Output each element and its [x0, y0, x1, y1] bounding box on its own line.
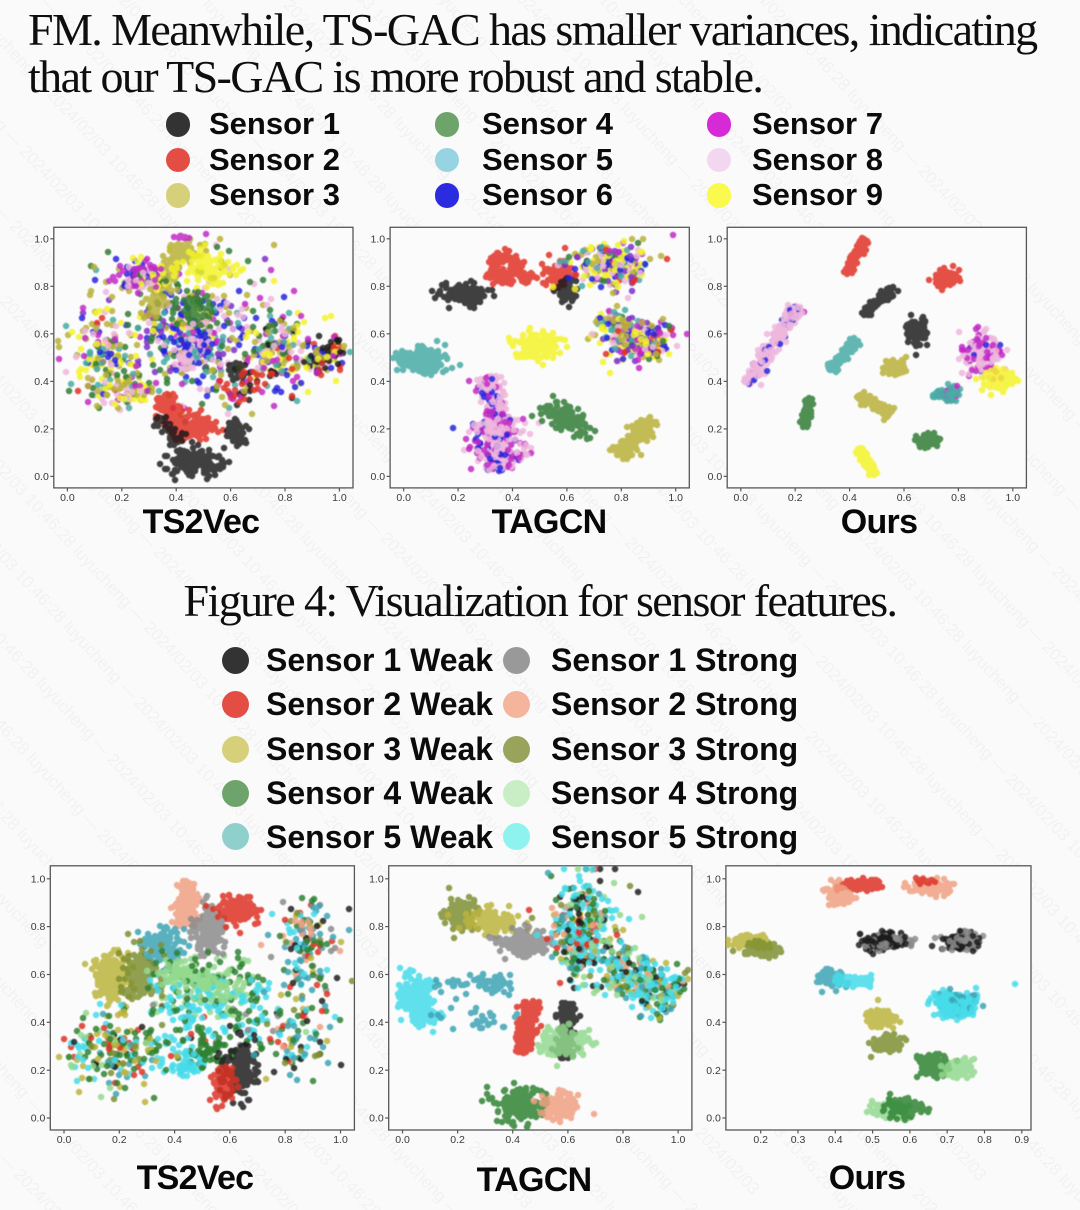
- svg-text:0.2: 0.2: [31, 1065, 46, 1077]
- svg-text:0.6: 0.6: [34, 328, 49, 340]
- svg-text:1.0: 1.0: [706, 873, 721, 885]
- svg-text:0.8: 0.8: [370, 281, 385, 293]
- svg-text:0.8: 0.8: [977, 1134, 992, 1146]
- svg-text:0.4: 0.4: [370, 376, 385, 388]
- svg-text:0.6: 0.6: [897, 492, 912, 504]
- svg-text:0.4: 0.4: [169, 492, 184, 504]
- svg-text:0.2: 0.2: [753, 1134, 768, 1146]
- svg-text:1.0: 1.0: [34, 233, 49, 245]
- svg-text:0.4: 0.4: [34, 376, 49, 388]
- svg-text:1.0: 1.0: [332, 492, 347, 504]
- svg-text:0.2: 0.2: [112, 1134, 127, 1146]
- svg-text:0.0: 0.0: [708, 471, 723, 483]
- svg-text:0.2: 0.2: [451, 492, 466, 504]
- svg-text:0.8: 0.8: [34, 281, 49, 293]
- svg-text:0.8: 0.8: [614, 492, 629, 504]
- svg-text:0.6: 0.6: [903, 1134, 918, 1146]
- svg-text:0.2: 0.2: [706, 1065, 721, 1077]
- svg-text:0.2: 0.2: [114, 492, 129, 504]
- svg-text:0.0: 0.0: [60, 492, 75, 504]
- svg-text:0.6: 0.6: [31, 969, 46, 981]
- svg-text:0.4: 0.4: [842, 492, 857, 504]
- svg-text:0.4: 0.4: [31, 1017, 46, 1029]
- svg-text:0.8: 0.8: [278, 492, 293, 504]
- svg-text:0.2: 0.2: [34, 424, 49, 436]
- svg-text:0.5: 0.5: [865, 1134, 880, 1146]
- svg-text:0.8: 0.8: [616, 1134, 631, 1146]
- svg-text:0.4: 0.4: [706, 1017, 721, 1029]
- svg-text:0.6: 0.6: [223, 1134, 238, 1146]
- svg-text:0.8: 0.8: [369, 921, 384, 933]
- svg-text:1.0: 1.0: [369, 873, 384, 885]
- svg-text:0.0: 0.0: [395, 1134, 410, 1146]
- svg-text:0.8: 0.8: [951, 492, 966, 504]
- svg-text:0.6: 0.6: [706, 969, 721, 981]
- svg-text:0.4: 0.4: [369, 1017, 384, 1029]
- svg-text:0.3: 0.3: [791, 1134, 806, 1146]
- svg-text:0.0: 0.0: [733, 492, 748, 504]
- svg-text:0.4: 0.4: [708, 376, 723, 388]
- svg-text:0.0: 0.0: [57, 1134, 72, 1146]
- svg-text:0.0: 0.0: [706, 1113, 721, 1125]
- svg-text:0.6: 0.6: [223, 492, 238, 504]
- svg-text:0.6: 0.6: [370, 328, 385, 340]
- svg-text:0.4: 0.4: [505, 1134, 520, 1146]
- svg-text:0.8: 0.8: [708, 281, 723, 293]
- svg-text:0.0: 0.0: [370, 471, 385, 483]
- svg-text:1.0: 1.0: [333, 1134, 348, 1146]
- svg-text:0.6: 0.6: [560, 492, 575, 504]
- svg-text:0.7: 0.7: [940, 1134, 955, 1146]
- svg-text:1.0: 1.0: [668, 492, 683, 504]
- svg-text:0.4: 0.4: [505, 492, 520, 504]
- svg-text:0.0: 0.0: [396, 492, 411, 504]
- svg-text:1.0: 1.0: [1005, 492, 1020, 504]
- svg-text:0.2: 0.2: [450, 1134, 465, 1146]
- svg-text:0.2: 0.2: [369, 1065, 384, 1077]
- svg-text:0.8: 0.8: [706, 921, 721, 933]
- svg-text:0.2: 0.2: [708, 424, 723, 436]
- svg-text:1.0: 1.0: [31, 873, 46, 885]
- svg-text:0.6: 0.6: [561, 1134, 576, 1146]
- svg-text:0.6: 0.6: [369, 969, 384, 981]
- svg-text:1.0: 1.0: [671, 1134, 686, 1146]
- svg-text:0.9: 0.9: [1014, 1134, 1029, 1146]
- svg-text:1.0: 1.0: [708, 233, 723, 245]
- svg-text:0.4: 0.4: [167, 1134, 182, 1146]
- svg-text:0.0: 0.0: [34, 471, 49, 483]
- svg-text:0.8: 0.8: [278, 1134, 293, 1146]
- svg-text:0.0: 0.0: [31, 1113, 46, 1125]
- svg-text:0.2: 0.2: [788, 492, 803, 504]
- svg-text:0.6: 0.6: [708, 328, 723, 340]
- svg-text:1.0: 1.0: [370, 233, 385, 245]
- svg-text:0.8: 0.8: [31, 921, 46, 933]
- svg-text:0.2: 0.2: [370, 424, 385, 436]
- svg-text:0.4: 0.4: [828, 1134, 843, 1146]
- svg-text:0.0: 0.0: [369, 1113, 384, 1125]
